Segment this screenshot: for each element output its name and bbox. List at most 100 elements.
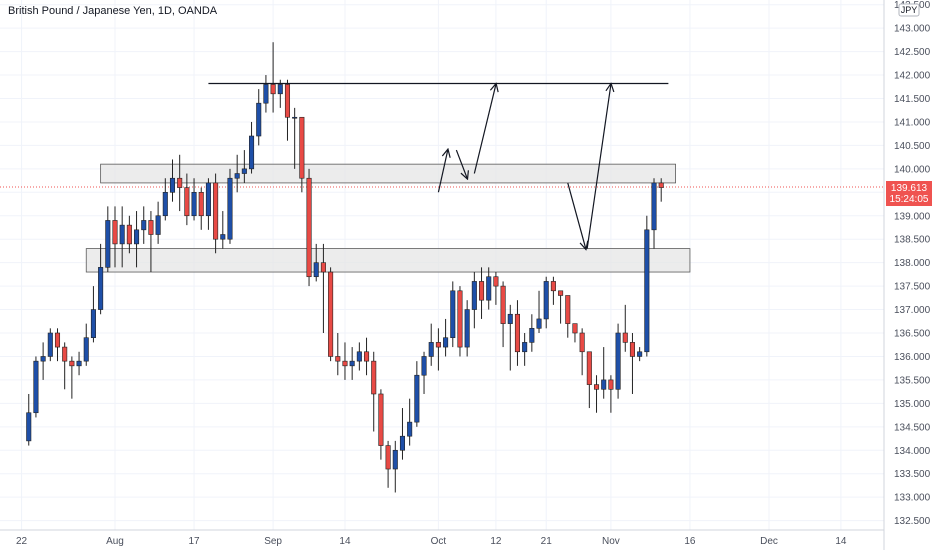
candle-up xyxy=(392,440,398,493)
candle-body xyxy=(486,276,492,301)
price-axis[interactable]: 132.500 133.000 133.500 134.000 134.500 135.0… xyxy=(894,0,931,527)
candle-down xyxy=(371,351,377,432)
candle-body xyxy=(26,412,32,442)
candle-up xyxy=(155,201,161,244)
time-axis[interactable]: 22 Aug 17 Sep 14 Oct 12 21 Nov 16 Dec 14 xyxy=(16,536,847,547)
candle-up xyxy=(407,398,413,446)
price-tick-label: 140.500 xyxy=(894,141,931,152)
candle-body xyxy=(184,187,190,217)
candle-up xyxy=(241,150,247,183)
candle-down xyxy=(550,276,556,305)
candle-body xyxy=(33,360,39,414)
candle-up xyxy=(249,121,255,174)
candle-body xyxy=(414,374,420,423)
chart-title: British Pound / Japanese Yen, 1D, OANDA xyxy=(8,5,218,17)
time-tick-label: Oct xyxy=(431,536,447,547)
price-tick-label: 138.500 xyxy=(894,235,931,246)
candle-body xyxy=(191,192,197,217)
candle-down xyxy=(342,342,348,380)
candle-up xyxy=(191,178,197,221)
candle-down xyxy=(629,333,635,394)
candle-up xyxy=(76,351,82,376)
candle-body xyxy=(119,224,125,245)
candle-down xyxy=(378,389,384,460)
candle-up xyxy=(263,75,269,113)
candle-down xyxy=(320,243,326,334)
candle-down xyxy=(593,375,600,413)
candle-down xyxy=(493,272,499,305)
candle-body xyxy=(155,215,161,235)
candle-body xyxy=(644,229,650,353)
projection-arrow xyxy=(473,84,496,174)
candle-body xyxy=(428,342,434,357)
candle-body xyxy=(622,332,628,343)
candle-up xyxy=(47,328,53,362)
candle-body xyxy=(227,177,233,240)
candle-up xyxy=(227,168,233,244)
candle-body xyxy=(457,290,463,348)
candle-down xyxy=(435,328,441,371)
candle-up xyxy=(543,276,549,329)
candle-body xyxy=(83,337,89,362)
time-tick-label: Dec xyxy=(760,536,778,547)
candle-body xyxy=(507,313,513,324)
candle-up xyxy=(40,342,46,380)
candle-up xyxy=(105,206,111,273)
candle-body xyxy=(141,220,147,231)
time-tick-label: 22 xyxy=(16,536,28,547)
candle-body xyxy=(47,332,53,357)
candle-down xyxy=(148,211,154,273)
candle-body xyxy=(637,351,643,357)
price-tick-label: 138.000 xyxy=(894,258,931,269)
candle-body xyxy=(550,281,556,292)
candle-body xyxy=(306,177,312,278)
candle-up xyxy=(98,243,104,315)
candlesticks xyxy=(26,42,664,493)
candle-up xyxy=(522,333,528,366)
candle-up xyxy=(313,243,319,282)
candle-up xyxy=(141,206,147,244)
candle-down xyxy=(54,328,61,362)
projection-arrow xyxy=(567,182,586,249)
candle-up xyxy=(349,347,355,380)
candle-up xyxy=(399,408,405,460)
candle-body xyxy=(40,356,46,362)
candle-body xyxy=(558,290,564,296)
currency-label: JPY xyxy=(898,3,920,17)
candle-down xyxy=(299,116,305,193)
price-tick-label: 139.000 xyxy=(894,211,931,222)
candle-body xyxy=(112,220,118,245)
projection-arrow xyxy=(437,150,447,193)
time-tick-label: 12 xyxy=(490,536,502,547)
candle-up xyxy=(464,300,470,357)
candle-up xyxy=(169,159,176,202)
price-countdown: 15:24:05 xyxy=(890,194,929,205)
candle-body xyxy=(479,281,485,301)
candle-body xyxy=(371,360,377,395)
candle-up xyxy=(507,304,513,371)
candle-down xyxy=(364,337,370,376)
time-tick-label: 16 xyxy=(684,536,696,547)
candle-body xyxy=(105,220,111,268)
candle-down xyxy=(328,267,334,362)
candle-body xyxy=(392,449,398,470)
candle-down xyxy=(335,333,341,376)
candle-body xyxy=(579,332,585,353)
candle-body xyxy=(177,177,183,188)
price-tick-label: 141.500 xyxy=(894,94,931,105)
candle-up xyxy=(421,351,427,394)
candle-body xyxy=(169,177,176,193)
candle-up xyxy=(651,178,657,249)
candle-down xyxy=(658,178,664,202)
candle-body xyxy=(234,173,240,179)
price-tick-label: 136.000 xyxy=(894,352,931,363)
candle-body xyxy=(435,342,441,348)
candle-down xyxy=(284,79,291,141)
candle-down xyxy=(558,290,564,324)
price-tick-label: 134.500 xyxy=(894,422,931,433)
price-tick-label: 133.000 xyxy=(894,493,931,504)
candle-down xyxy=(479,267,485,319)
current-price-value: 139.613 xyxy=(891,183,928,194)
candle-body xyxy=(471,281,477,310)
